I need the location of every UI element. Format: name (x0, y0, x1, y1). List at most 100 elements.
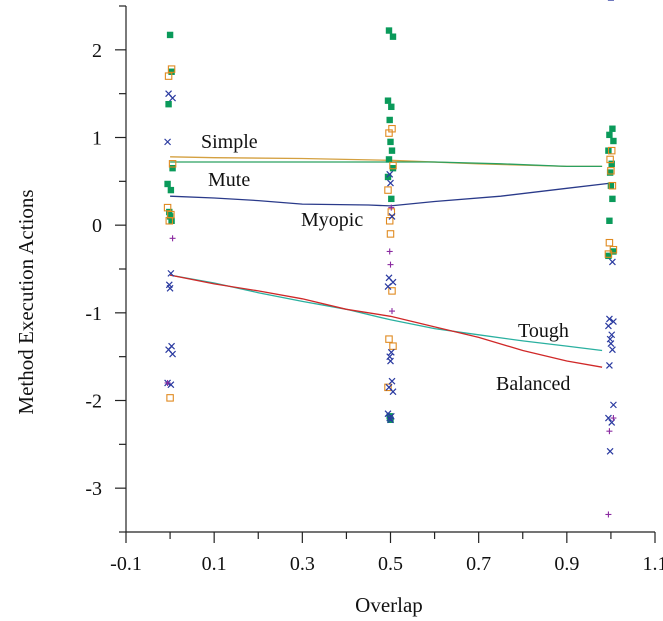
point-x-stroke (164, 138, 172, 146)
series-label-myopic: Myopic (301, 209, 363, 231)
point-open-square (607, 146, 616, 155)
point-filled-square (386, 116, 393, 124)
point-filled-square (167, 186, 175, 194)
x-tick-label: 0.9 (554, 553, 579, 575)
point-filled-square (388, 195, 395, 203)
point-filled-square (607, 182, 615, 189)
point-filled-square (166, 208, 173, 216)
point-open-square (167, 65, 176, 73)
point-x-stroke (608, 258, 616, 266)
y-axis-title: Method Execution Actions (14, 189, 38, 414)
point-plus (605, 511, 612, 518)
point-x (608, 331, 616, 339)
point-filled-square (387, 138, 394, 146)
point-x (387, 357, 394, 365)
point-plus (389, 308, 395, 315)
point-x (164, 138, 172, 146)
point-filled-square (609, 195, 616, 203)
series-label-tough: Tough (518, 320, 569, 342)
point-x-stroke (169, 350, 177, 358)
line-balanced (169, 274, 603, 368)
point-x-stroke (389, 388, 397, 396)
point-x-stroke (608, 346, 616, 354)
point-x-stroke (387, 348, 395, 356)
point-x (605, 362, 613, 369)
point-open-square (166, 394, 174, 402)
point-open-square (389, 342, 397, 350)
point-open-square (389, 161, 397, 170)
point-x-stroke (169, 94, 177, 102)
point-filled-square (606, 217, 613, 224)
point-x (609, 401, 617, 409)
point-x-stroke (387, 179, 394, 187)
point-open-square (384, 383, 392, 392)
point-filled-square (386, 413, 393, 420)
point-x-stroke (167, 381, 175, 389)
point-x (389, 388, 397, 396)
point-x (166, 284, 174, 292)
x-tick-label: 0.1 (202, 553, 227, 575)
point-x-stroke (604, 322, 612, 330)
point-filled-square (168, 68, 175, 75)
line-myopic (170, 182, 611, 207)
point-x (384, 283, 392, 290)
point-x-stroke (165, 346, 173, 354)
point-x-stroke (609, 401, 617, 409)
point-filled-square (385, 156, 393, 163)
point-x (606, 447, 614, 455)
axes (115, 5, 656, 543)
point-x (386, 170, 394, 178)
point-x-stroke (385, 383, 393, 391)
point-filled-square (609, 125, 616, 132)
point-x (605, 315, 613, 323)
series-label-mute: Mute (208, 169, 250, 191)
point-x-stroke (388, 377, 396, 385)
point-x-stroke (166, 284, 174, 292)
point-filled-square (610, 248, 617, 255)
point-filled-square (164, 180, 171, 188)
point-plus (610, 415, 617, 422)
point-open-square (604, 250, 613, 258)
point-x-stroke (388, 212, 396, 220)
series-label-simple: Simple (201, 131, 258, 153)
point-filled-square (384, 173, 392, 181)
point-x (169, 350, 177, 358)
x-tick-label: 0.5 (378, 553, 403, 575)
point-x (608, 346, 616, 354)
point-open-square (609, 245, 618, 254)
point-x (169, 94, 177, 102)
x-tick-label: 0.3 (290, 553, 315, 575)
point-open-square (606, 155, 614, 164)
y-tick-label: 0 (92, 215, 102, 237)
line-mute (170, 161, 603, 168)
point-x-stroke (385, 274, 393, 282)
point-filled-square (389, 164, 397, 172)
point-x-stroke (605, 362, 613, 369)
tick-labels: -0.1 0.1 0.3 0.5 0.7 0.9 1.1 -3 -2 -1 0 1 2 (85, 40, 663, 575)
point-x (387, 416, 394, 424)
point-filled-square (165, 100, 172, 108)
point-x-stroke (604, 414, 612, 422)
point-plus (388, 204, 395, 211)
point-x (388, 377, 396, 385)
point-x-stroke (387, 357, 394, 365)
point-filled-square (388, 103, 395, 111)
point-open-square (385, 335, 393, 343)
series-label-balanced: Balanced (496, 373, 570, 395)
point-open-square (386, 230, 395, 238)
point-x (608, 258, 616, 266)
point-plus (387, 261, 394, 268)
point-open-square (608, 181, 617, 190)
point-open-square (163, 203, 172, 212)
point-x (388, 212, 396, 220)
point-x-stroke (386, 414, 394, 422)
point-x-stroke (165, 281, 173, 289)
point-filled-square (166, 31, 174, 39)
x-tick-label: 0.7 (466, 553, 491, 575)
point-x-stroke (387, 416, 394, 424)
point-x-stroke (605, 315, 613, 323)
point-filled-square (169, 164, 176, 172)
line-tough (169, 274, 603, 352)
point-plus (606, 428, 613, 435)
